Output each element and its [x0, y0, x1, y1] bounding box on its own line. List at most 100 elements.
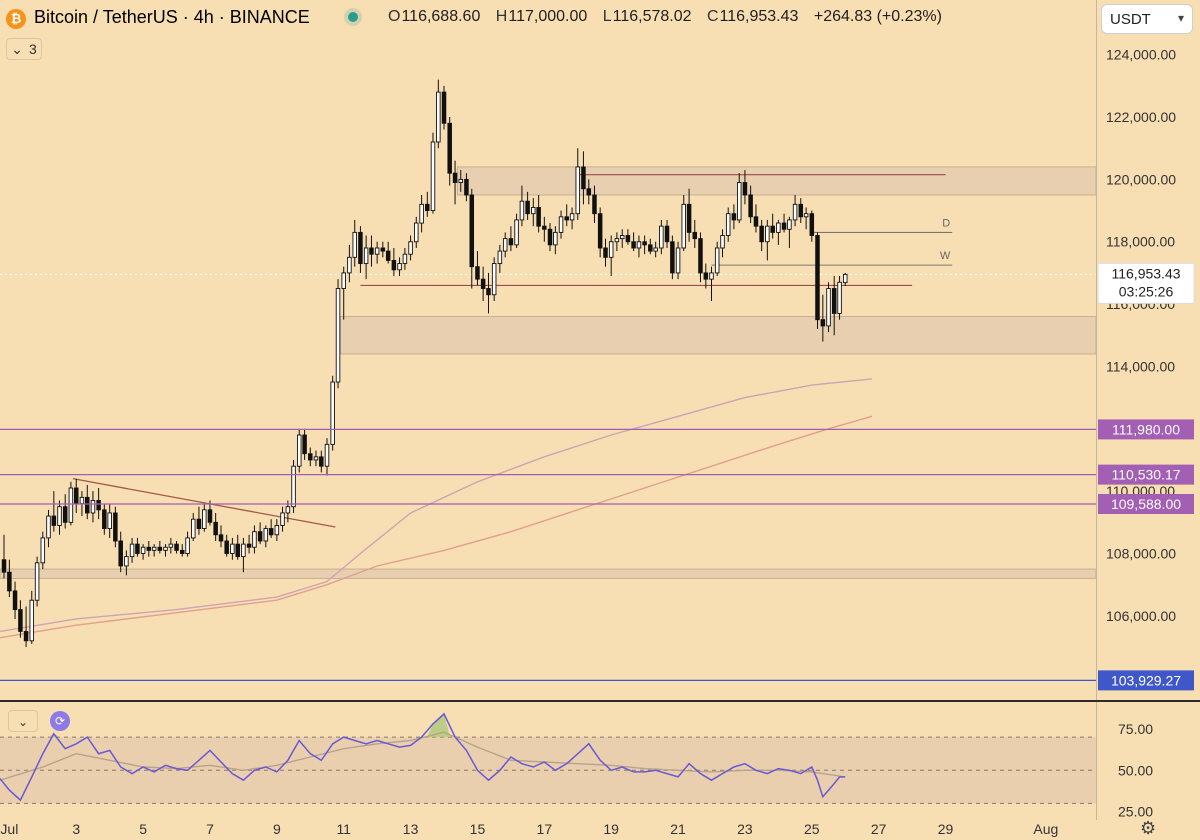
- ohlc-high-key: H: [495, 8, 508, 25]
- candle-body: [118, 540, 123, 567]
- candle-body: [352, 231, 357, 258]
- candle-body: [235, 543, 240, 558]
- price-level-label-bg-2: [1098, 493, 1194, 514]
- settings-gear-icon[interactable]: ⚙: [1140, 818, 1157, 838]
- rsi-axis-tick: 75.00: [1118, 721, 1153, 737]
- candle-body: [191, 518, 196, 539]
- candle-body: [196, 518, 202, 529]
- price-level-label-bg-0: [1098, 419, 1194, 440]
- candle-body: [809, 213, 815, 236]
- candle-body: [268, 528, 274, 536]
- pane-separator[interactable]: [0, 700, 1200, 702]
- time-axis-tick: 3: [72, 821, 80, 837]
- candle-body: [308, 453, 313, 461]
- rsi-collapse-button[interactable]: ⌄: [8, 710, 38, 732]
- candle-body: [753, 216, 759, 227]
- ohlc-low-value: 116,578.02: [612, 8, 692, 25]
- candle-body: [653, 247, 658, 252]
- candle-body: [397, 263, 402, 271]
- candle-body: [102, 509, 107, 529]
- candle-body: [575, 166, 581, 215]
- candle-body: [531, 207, 536, 215]
- price-axis-tick: 118,000.00: [1106, 234, 1175, 250]
- candle-body: [547, 228, 553, 246]
- candle-body: [542, 225, 547, 230]
- candle-body: [803, 213, 809, 218]
- price-change: +264.83 (+0.23%): [813, 8, 942, 25]
- chevron-down-icon: ▾: [1177, 11, 1184, 25]
- symbol-title[interactable]: Bitcoin / TetherUS · 4h · BINANCE: [34, 7, 310, 27]
- candle-body: [475, 266, 480, 280]
- candle-body: [218, 534, 224, 542]
- price-level-label-bg-1: [1098, 464, 1194, 485]
- candle-body: [569, 213, 575, 221]
- candle-body: [129, 543, 135, 558]
- candle-body: [619, 235, 625, 240]
- zone-1: [339, 316, 1096, 355]
- candle-body: [430, 141, 436, 212]
- candle-body: [380, 247, 386, 252]
- candle-body: [670, 241, 675, 274]
- candle-body: [414, 222, 419, 243]
- candle-body: [441, 91, 447, 124]
- price-plot-group: DW: [0, 79, 1096, 648]
- time-axis-tick: 11: [336, 821, 351, 837]
- candle-body: [742, 182, 748, 196]
- price-axis-separator: [1096, 0, 1097, 820]
- candle-body: [140, 546, 146, 554]
- ray-label-D: D: [942, 217, 950, 229]
- candle-body: [391, 260, 397, 271]
- candle-body: [469, 194, 475, 268]
- candle-body: [285, 506, 291, 514]
- candle-body: [759, 225, 764, 243]
- candle-body: [185, 537, 190, 554]
- market-status-icon: [348, 12, 358, 22]
- candle-body: [62, 506, 68, 523]
- candle-body: [23, 630, 29, 642]
- time-axis-tick: 27: [871, 821, 887, 837]
- bitcoin-icon: ₿: [6, 9, 26, 29]
- price-level-label-3: 103,929.27: [1111, 672, 1181, 688]
- candle-body: [179, 549, 185, 554]
- candle-body: [291, 465, 296, 508]
- candle-body: [436, 91, 441, 143]
- time-axis-tick: 23: [737, 821, 753, 837]
- candle-body: [837, 281, 842, 314]
- currency-select[interactable]: USDT ▾: [1101, 4, 1193, 34]
- candle-body: [564, 216, 569, 221]
- candle-body: [452, 172, 458, 183]
- candle-body: [263, 528, 269, 542]
- trend-line: [72, 478, 336, 528]
- candle-body: [603, 247, 608, 258]
- time-axis-tick: 21: [670, 821, 686, 837]
- candle-body: [313, 456, 319, 461]
- candle-body: [765, 225, 770, 243]
- candle-body: [776, 222, 781, 233]
- candle-body: [553, 231, 558, 246]
- time-axis-tick: Aug: [1033, 821, 1058, 837]
- candle-body: [502, 238, 508, 252]
- candle-body: [85, 496, 90, 514]
- candle-body: [157, 546, 163, 551]
- candle-body: [731, 213, 737, 221]
- price-level-label-1: 110,530.17: [1111, 467, 1180, 483]
- sync-icon[interactable]: ⟳: [50, 711, 70, 731]
- ohlc-high-value: 117,000.00: [508, 8, 588, 25]
- ohlc-readout: O116,688.60 H117,000.00 L116,578.02 C116…: [388, 8, 942, 26]
- candle-body: [831, 288, 837, 314]
- candle-body: [7, 571, 12, 592]
- candle-body: [163, 546, 168, 551]
- candle-body: [815, 235, 820, 321]
- candle-body: [736, 182, 742, 221]
- candle-body: [703, 272, 709, 280]
- candle-body: [508, 238, 514, 246]
- candle-body: [714, 247, 720, 274]
- candle-body: [246, 543, 252, 548]
- candle-body: [720, 235, 725, 249]
- candle-body: [274, 524, 280, 536]
- candle-body: [369, 247, 374, 255]
- indicator-toggle-button[interactable]: ⌄ 3: [6, 38, 42, 60]
- moving-average-0: [0, 378, 873, 633]
